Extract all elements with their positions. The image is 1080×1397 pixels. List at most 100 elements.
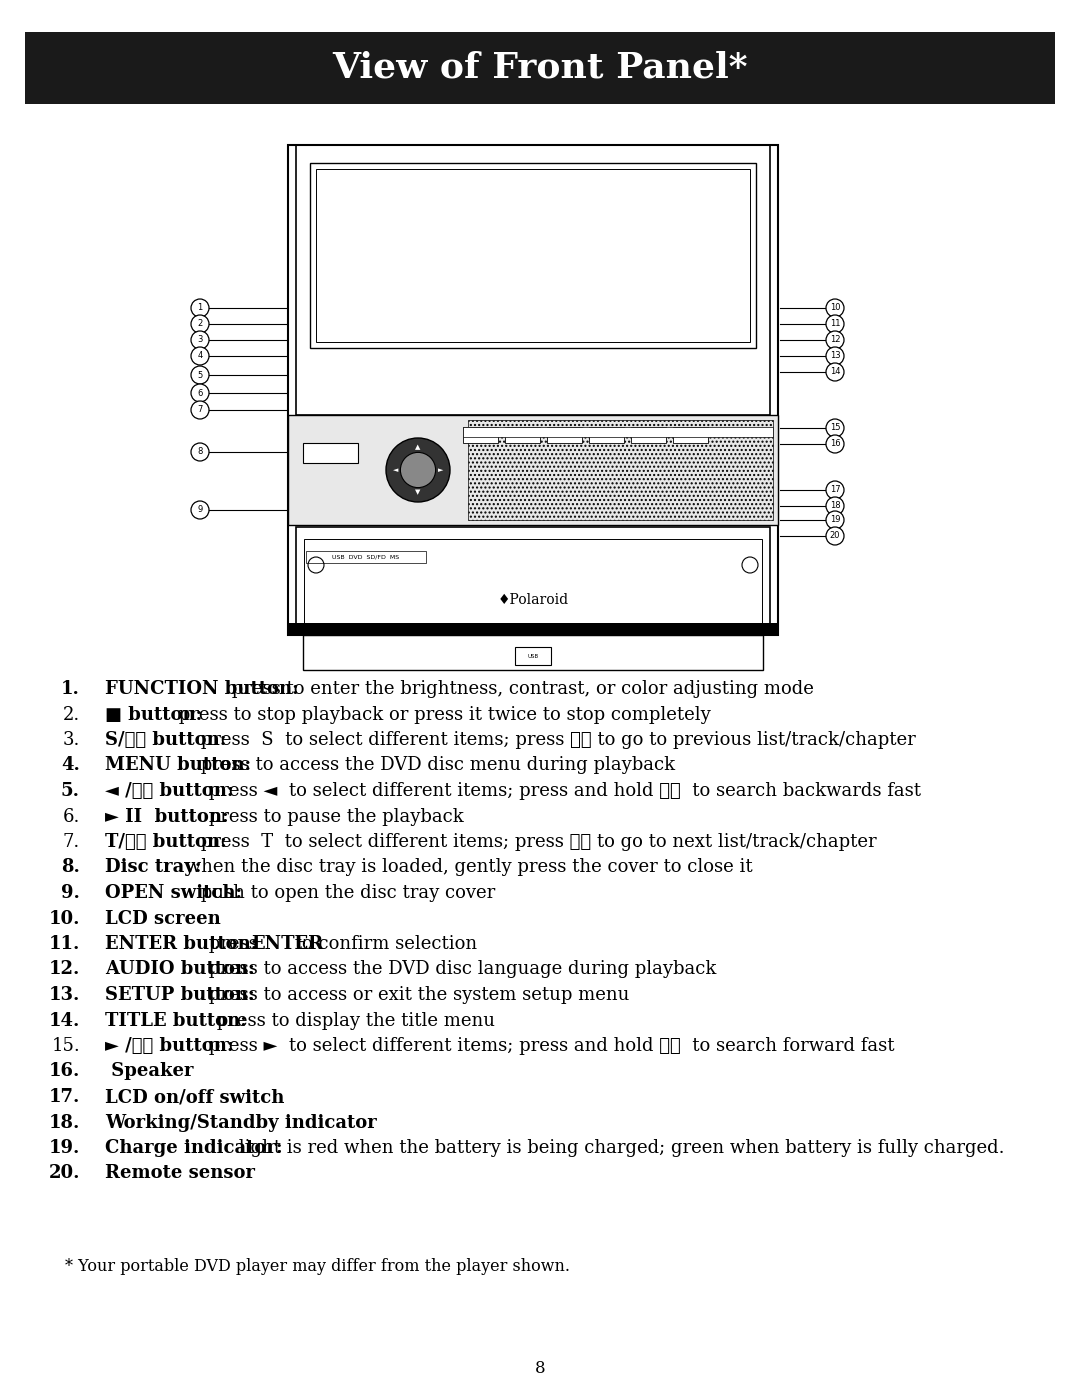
Text: View of Front Panel*: View of Front Panel* <box>333 52 747 85</box>
Text: 5.: 5. <box>60 782 80 800</box>
Text: * Your portable DVD player may differ from the player shown.: * Your portable DVD player may differ fr… <box>65 1259 570 1275</box>
Text: 12: 12 <box>829 335 840 345</box>
Circle shape <box>191 299 210 317</box>
Text: LCD on/off switch: LCD on/off switch <box>105 1088 284 1106</box>
Circle shape <box>191 366 210 384</box>
Text: press  S  to select different items; press ⧏⧏ to go to previous list/track/chapt: press S to select different items; press… <box>195 731 916 749</box>
Text: 6.: 6. <box>63 807 80 826</box>
Bar <box>673 427 708 443</box>
Text: Remote sensor: Remote sensor <box>105 1165 255 1182</box>
Text: 15: 15 <box>829 423 840 433</box>
Circle shape <box>826 346 843 365</box>
Text: USB: USB <box>527 654 539 658</box>
Text: press ►  to select different items; press and hold ⧐⧐  to search forward fast: press ► to select different items; press… <box>203 1037 894 1055</box>
Text: 16.: 16. <box>49 1063 80 1080</box>
Circle shape <box>826 299 843 317</box>
Text: 11: 11 <box>829 320 840 328</box>
Circle shape <box>826 497 843 515</box>
Bar <box>463 427 498 443</box>
Circle shape <box>191 346 210 365</box>
Text: when the disc tray is loaded, gently press the cover to close it: when the disc tray is loaded, gently pre… <box>180 859 753 876</box>
Text: USB  DVD  SD/FD  MS: USB DVD SD/FD MS <box>333 555 400 560</box>
Circle shape <box>191 331 210 349</box>
Text: 20.: 20. <box>49 1165 80 1182</box>
Bar <box>288 623 778 636</box>
Text: 18: 18 <box>829 502 840 510</box>
Text: press to access the DVD disc language during playback: press to access the DVD disc language du… <box>203 961 716 978</box>
Text: OPEN switch:: OPEN switch: <box>105 884 242 902</box>
Circle shape <box>191 502 210 520</box>
Bar <box>589 427 624 443</box>
Circle shape <box>826 434 843 453</box>
Bar <box>296 145 770 415</box>
Text: 14: 14 <box>829 367 840 377</box>
Bar <box>306 550 426 563</box>
Bar <box>303 636 762 671</box>
Text: push to open the disc tray cover: push to open the disc tray cover <box>195 884 496 902</box>
Circle shape <box>826 363 843 381</box>
Text: 17.: 17. <box>49 1088 80 1106</box>
Text: ◄: ◄ <box>393 467 399 474</box>
Text: light is red when the battery is being charged; green when battery is fully char: light is red when the battery is being c… <box>233 1139 1004 1157</box>
Text: ENTER: ENTER <box>252 935 323 953</box>
Text: ▲: ▲ <box>416 444 421 451</box>
Circle shape <box>826 419 843 437</box>
Bar <box>631 427 666 443</box>
Text: 12.: 12. <box>49 961 80 978</box>
Text: press ◄  to select different items; press and hold ⧏⧏  to search backwards fast: press ◄ to select different items; press… <box>203 782 921 800</box>
Text: press to enter the brightness, contrast, or color adjusting mode: press to enter the brightness, contrast,… <box>226 680 813 698</box>
Circle shape <box>191 443 210 461</box>
Text: ■ button:: ■ button: <box>105 705 202 724</box>
Text: T/⧐⧏ button:: T/⧐⧏ button: <box>105 833 227 851</box>
Text: 10: 10 <box>829 303 840 313</box>
Text: 11.: 11. <box>49 935 80 953</box>
Text: to confirm selection: to confirm selection <box>289 935 477 953</box>
Bar <box>288 415 778 525</box>
Text: 15.: 15. <box>51 1037 80 1055</box>
Bar <box>468 420 773 520</box>
Text: ♦Polaroid: ♦Polaroid <box>498 592 568 608</box>
Text: Charge indicator:: Charge indicator: <box>105 1139 283 1157</box>
Text: 6: 6 <box>198 388 203 398</box>
Circle shape <box>826 314 843 332</box>
Text: ◄ /⧏⧏ button:: ◄ /⧏⧏ button: <box>105 782 233 800</box>
Bar <box>288 145 778 636</box>
Bar <box>546 427 582 443</box>
Text: 7: 7 <box>198 405 203 415</box>
Text: MENU button:: MENU button: <box>105 757 252 774</box>
Text: 8.: 8. <box>62 859 80 876</box>
Text: 16: 16 <box>829 440 840 448</box>
Bar <box>303 443 357 462</box>
Text: 8: 8 <box>535 1361 545 1377</box>
Circle shape <box>191 384 210 402</box>
Bar <box>310 163 756 348</box>
Bar <box>463 427 773 437</box>
Text: LCD screen: LCD screen <box>105 909 220 928</box>
Circle shape <box>826 527 843 545</box>
Text: Working/Standby indicator: Working/Standby indicator <box>105 1113 377 1132</box>
Circle shape <box>191 401 210 419</box>
Text: 9.: 9. <box>62 884 80 902</box>
Text: 4.: 4. <box>62 757 80 774</box>
Bar <box>303 539 762 627</box>
Text: 1: 1 <box>198 303 203 313</box>
Text: Speaker: Speaker <box>105 1063 193 1080</box>
Text: press to stop playback or press it twice to stop completely: press to stop playback or press it twice… <box>173 705 711 724</box>
Circle shape <box>191 314 210 332</box>
Text: AUDIO button:: AUDIO button: <box>105 961 255 978</box>
Text: S/⧏⧏ button:: S/⧏⧏ button: <box>105 731 227 749</box>
Text: 3: 3 <box>198 335 203 345</box>
Text: ► II  button:: ► II button: <box>105 807 229 826</box>
Text: ►: ► <box>437 467 443 474</box>
Text: 20: 20 <box>829 531 840 541</box>
Text: 5: 5 <box>198 370 203 380</box>
Text: press to access or exit the system setup menu: press to access or exit the system setup… <box>203 986 630 1004</box>
Circle shape <box>386 439 450 502</box>
Text: SETUP button:: SETUP button: <box>105 986 255 1004</box>
Text: 19.: 19. <box>49 1139 80 1157</box>
Text: Disc tray:: Disc tray: <box>105 859 201 876</box>
Text: 8: 8 <box>198 447 203 457</box>
Bar <box>296 527 770 636</box>
Text: ▼: ▼ <box>416 489 421 496</box>
Text: press: press <box>203 935 264 953</box>
